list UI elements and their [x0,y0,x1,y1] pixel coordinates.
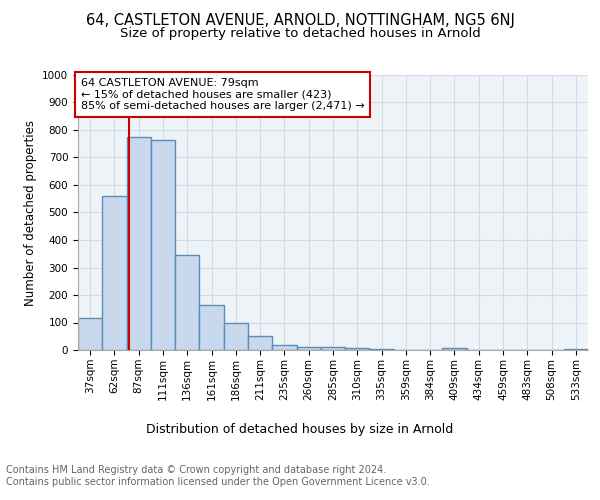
Text: Distribution of detached houses by size in Arnold: Distribution of detached houses by size … [146,422,454,436]
Bar [102,196,127,350]
Bar [127,137,151,350]
Bar [151,140,175,350]
Text: 64 CASTLETON AVENUE: 79sqm
← 15% of detached houses are smaller (423)
85% of sem: 64 CASTLETON AVENUE: 79sqm ← 15% of deta… [80,78,364,111]
Text: Contains HM Land Registry data © Crown copyright and database right 2024.
Contai: Contains HM Land Registry data © Crown c… [6,465,430,486]
Bar [296,346,321,350]
Bar [442,348,467,350]
Bar [78,318,102,350]
Text: 64, CASTLETON AVENUE, ARNOLD, NOTTINGHAM, NG5 6NJ: 64, CASTLETON AVENUE, ARNOLD, NOTTINGHAM… [86,12,514,28]
Text: Size of property relative to detached houses in Arnold: Size of property relative to detached ho… [119,28,481,40]
Bar [564,348,588,350]
Bar [272,344,296,350]
Bar [199,304,224,350]
Bar [345,348,370,350]
Y-axis label: Number of detached properties: Number of detached properties [23,120,37,306]
Bar [224,324,248,350]
Bar [321,347,345,350]
Bar [175,255,199,350]
Bar [248,336,272,350]
